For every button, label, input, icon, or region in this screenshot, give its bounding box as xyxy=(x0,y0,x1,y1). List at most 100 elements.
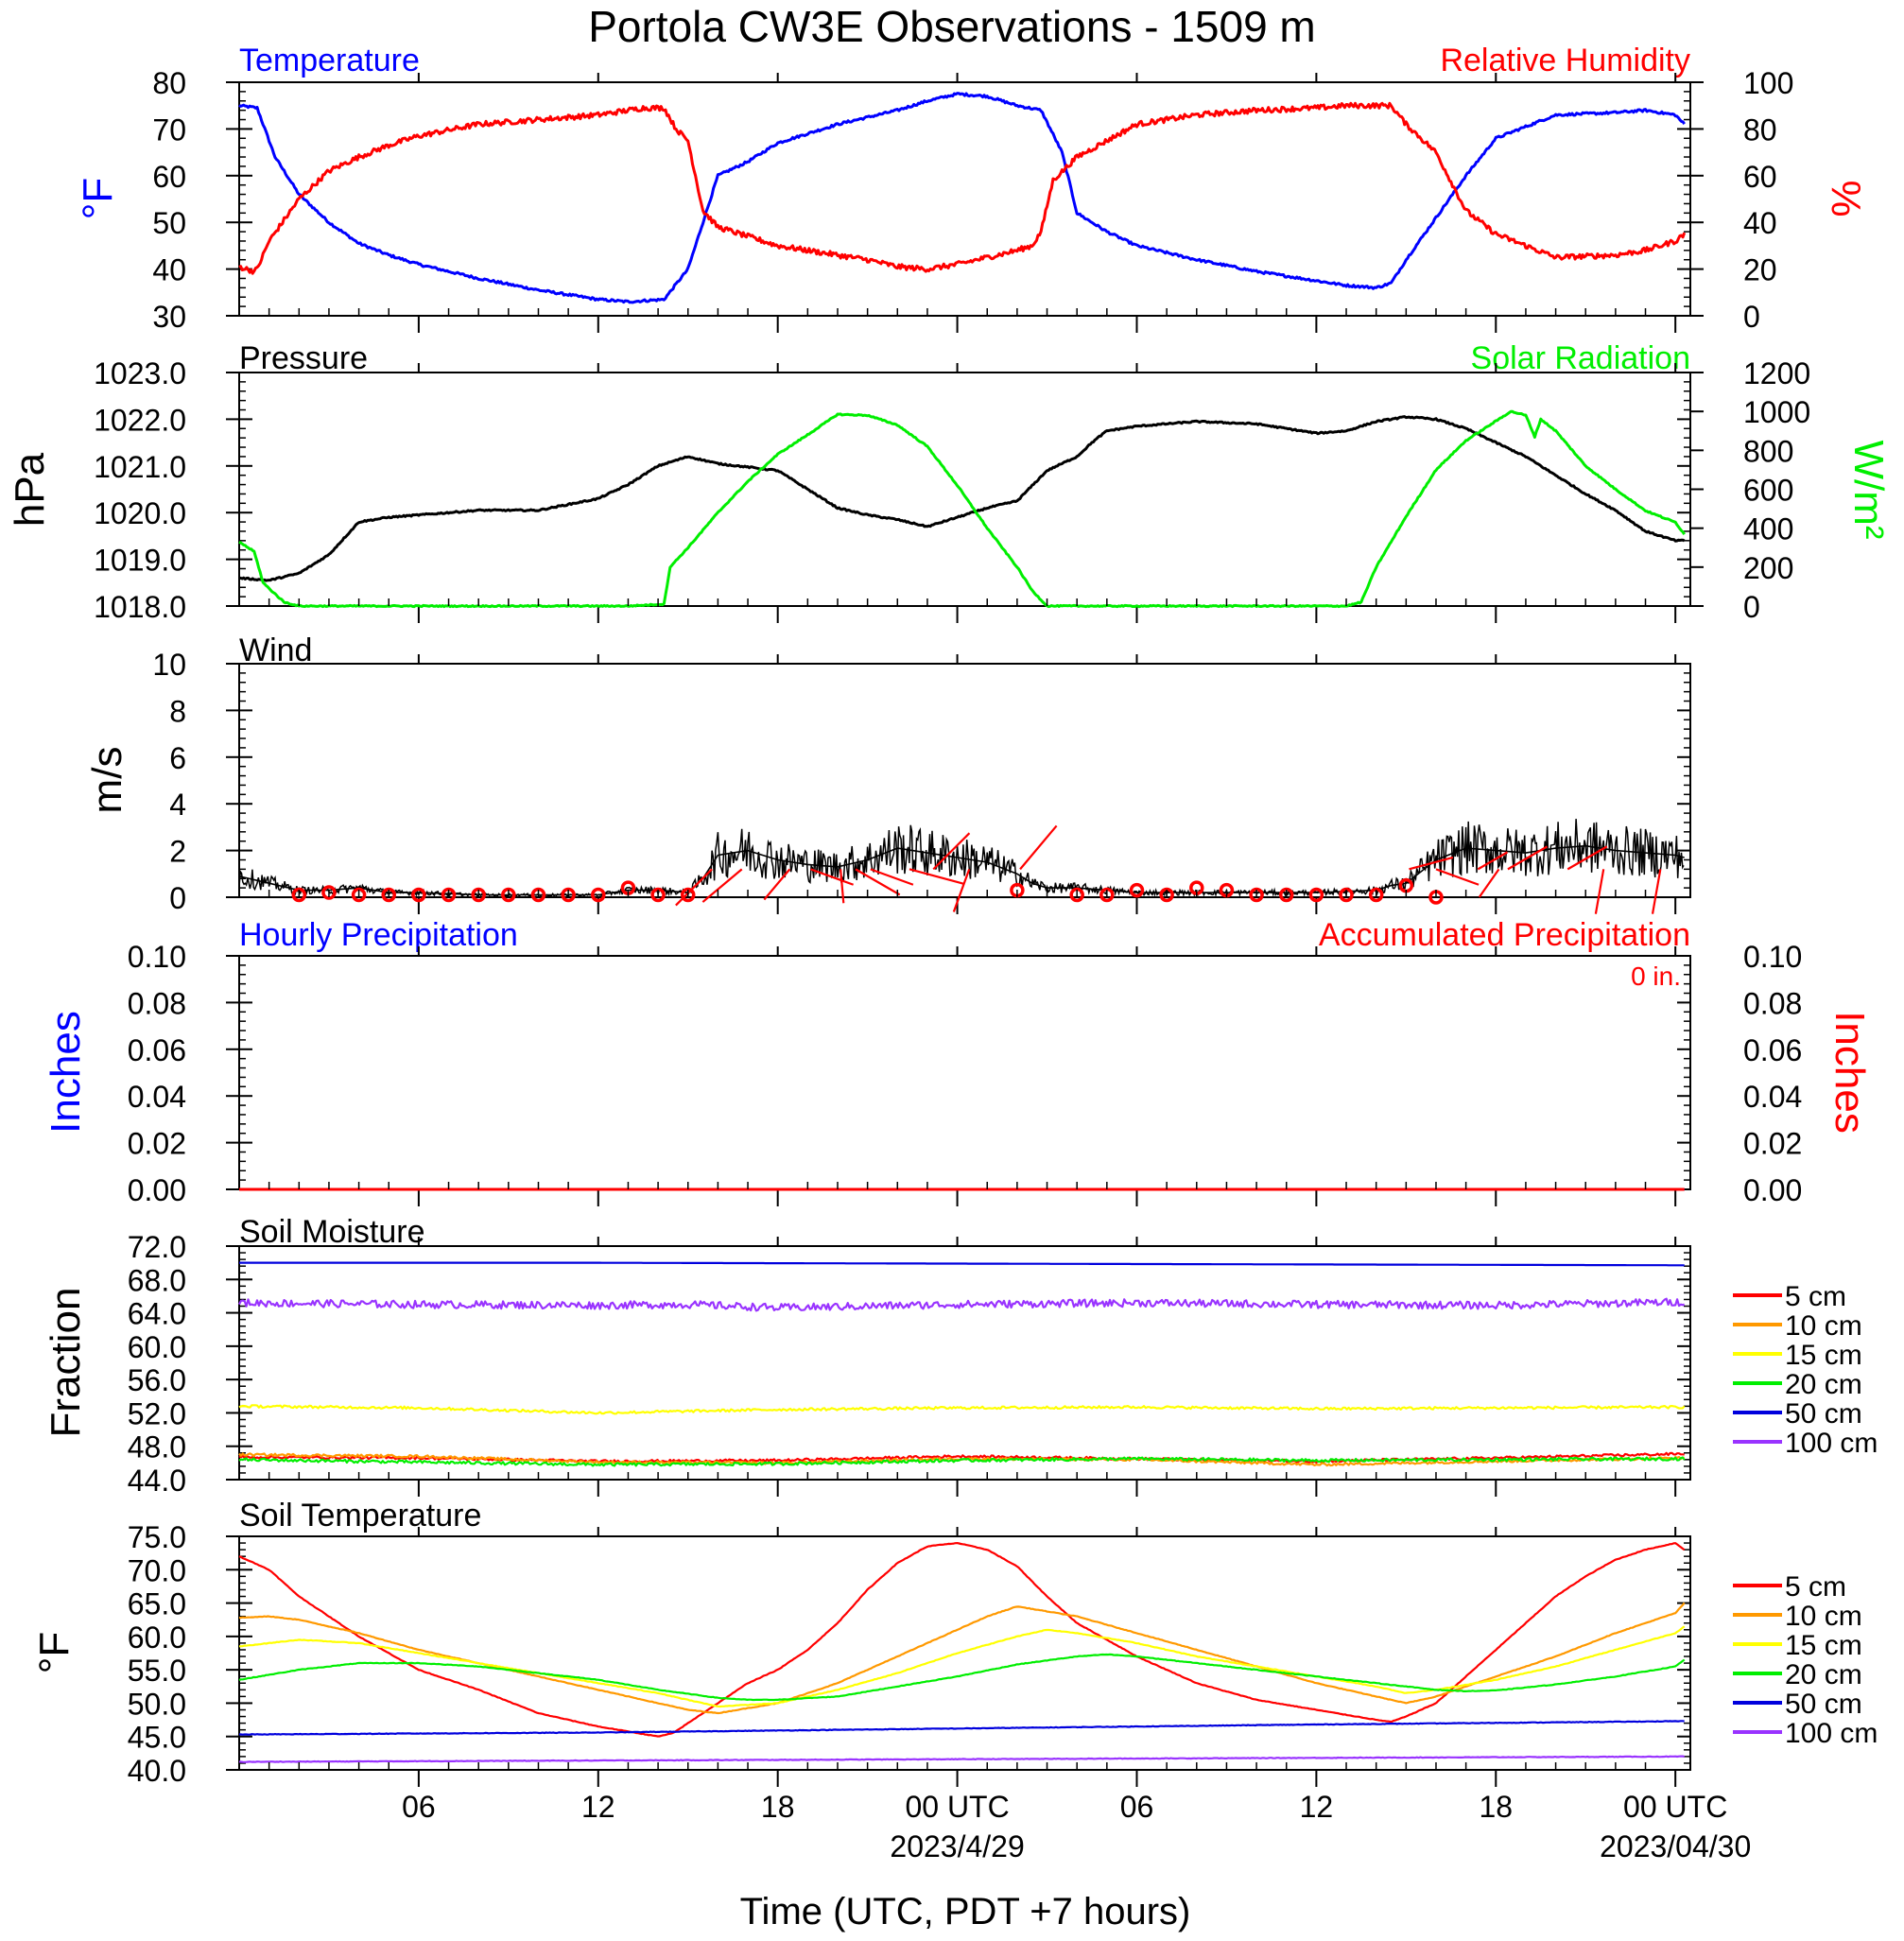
x-tick-label: 12 xyxy=(581,1790,615,1824)
depth-line-15cm xyxy=(238,1404,1686,1415)
wind-barb xyxy=(1594,869,1605,914)
y-tick-label: 40 xyxy=(152,253,186,287)
hourly-precip-title: Hourly Precipitation xyxy=(239,917,518,953)
y2-tick-label: 0.10 xyxy=(1743,940,1802,974)
x-tick-label: 06 xyxy=(402,1790,436,1824)
y-tick-label: 48.0 xyxy=(128,1430,186,1464)
legend-label: 5 cm xyxy=(1785,1281,1846,1312)
y-tick-label: 55.0 xyxy=(128,1654,186,1688)
soil-temp-ticks: 40.045.050.055.060.065.070.075.0 xyxy=(128,1520,1690,1788)
wind-barb xyxy=(1651,869,1662,914)
y-tick-label: 70.0 xyxy=(128,1553,186,1587)
x-date-label: 2023/04/30 xyxy=(1600,1829,1751,1863)
soil-temp-panel: Soil Temperature °F 40.045.050.055.060.0… xyxy=(31,1498,1878,1788)
y2-tick-label: 800 xyxy=(1743,434,1793,468)
y-tick-label: 0.00 xyxy=(128,1173,186,1207)
x-tick-label: 06 xyxy=(1120,1790,1154,1824)
solar-right-title: Solar Radiation xyxy=(1471,340,1690,376)
legend-label: 100 cm xyxy=(1785,1718,1878,1749)
temp-rh-frame xyxy=(238,81,1691,317)
y-tick-label: 1021.0 xyxy=(94,450,186,484)
calm-marker xyxy=(1339,887,1354,903)
y-tick-label: 1020.0 xyxy=(94,496,186,530)
pressure-solar-ticks: 1018.0 1019.0 1020.0 1021.0 1022.0 1023.0 0 200… xyxy=(94,356,1810,624)
wind-panel: Wind m/s 0 2 4 6 8 10 xyxy=(84,633,1691,915)
y-tick-label: 40.0 xyxy=(128,1754,186,1788)
depth-line-20cm xyxy=(238,1456,1686,1467)
y-tick-label: 50 xyxy=(152,206,186,240)
pressure-axis-label: hPa xyxy=(7,452,53,527)
solar-radiation-line xyxy=(238,409,1686,609)
depth-line-100cm xyxy=(238,1755,1685,1763)
soil-moisture-series xyxy=(238,1261,1686,1467)
x-tick-label: 12 xyxy=(1300,1790,1334,1824)
y-tick-label: 10 xyxy=(152,648,186,682)
calm-marker xyxy=(1308,887,1324,903)
wind-barb xyxy=(909,868,965,885)
legend-label: 50 cm xyxy=(1785,1689,1862,1720)
wind-barbs xyxy=(675,824,1662,914)
y-tick-label: 6 xyxy=(169,741,186,775)
y2-tick-label: 0 xyxy=(1743,300,1760,334)
y-tick-label: 60.0 xyxy=(128,1620,186,1655)
temp-rh-ticks: 30 40 50 60 70 80 0 20 40 60 80 100 xyxy=(152,66,1793,334)
calm-marker xyxy=(321,885,337,900)
precip-right-axis-label: Inches xyxy=(1826,1011,1873,1134)
y-tick-label: 75.0 xyxy=(128,1520,186,1554)
calm-marker xyxy=(471,887,486,903)
calm-marker xyxy=(381,887,396,903)
y2-tick-label: 0.04 xyxy=(1743,1080,1802,1114)
y-tick-label: 0 xyxy=(169,881,186,915)
wind-speed-detail xyxy=(238,819,1685,898)
y-tick-label: 1019.0 xyxy=(94,544,186,578)
y-tick-label: 1018.0 xyxy=(94,590,186,624)
x-tick-label: 00 UTC xyxy=(1623,1790,1727,1824)
y-tick-label: 1023.0 xyxy=(94,356,186,390)
y-tick-label: 4 xyxy=(169,788,186,822)
calm-marker xyxy=(351,887,367,903)
calm-marker xyxy=(441,887,457,903)
pressure-solar-panel: Pressure Solar Radiation hPa W/m² 1018.0… xyxy=(7,340,1892,624)
y2-tick-label: 20 xyxy=(1743,253,1777,287)
legend-label: 10 cm xyxy=(1785,1310,1862,1342)
y2-tick-label: 1000 xyxy=(1743,395,1810,429)
calm-marker xyxy=(650,887,666,903)
time-axis: 06 12 18 00 UTC 06 12 18 00 UTC 2023/4/29 2023/04… xyxy=(268,308,1751,1863)
temp-axis-label: °F xyxy=(75,178,121,219)
wind-barb xyxy=(870,868,914,886)
wind-barb xyxy=(932,832,971,871)
depth-line-20cm xyxy=(238,1653,1686,1702)
wind-barb xyxy=(1435,868,1480,886)
depth-line-5cm xyxy=(238,1542,1686,1738)
wind-gust-noise xyxy=(238,819,1685,898)
calm-marker xyxy=(1249,887,1264,903)
x-axis-label: Time (UTC, PDT +7 hours) xyxy=(740,1891,1191,1932)
y-tick-label: 2 xyxy=(169,835,186,869)
accum-precip-title: Accumulated Precipitation xyxy=(1319,917,1690,953)
y2-tick-label: 100 xyxy=(1743,66,1793,100)
wind-barb xyxy=(839,869,845,904)
calm-marker xyxy=(1099,887,1115,903)
y-tick-label: 0.04 xyxy=(128,1080,186,1114)
y-tick-label: 45.0 xyxy=(128,1721,186,1755)
soil-temp-axis-label: °F xyxy=(31,1632,78,1673)
depth-line-50cm xyxy=(238,1720,1685,1736)
y-tick-label: 60 xyxy=(152,160,186,194)
pressure-line xyxy=(238,415,1686,582)
y-tick-label: 1022.0 xyxy=(94,403,186,437)
wind-barb xyxy=(763,868,791,901)
solar-axis-label: W/m² xyxy=(1845,440,1892,539)
wind-barb xyxy=(1507,845,1549,871)
wind-barb xyxy=(675,868,713,907)
wind-barb xyxy=(701,868,743,903)
legend-label: 20 cm xyxy=(1785,1369,1862,1400)
wind-left-title: Wind xyxy=(239,633,312,668)
calm-marker xyxy=(291,887,307,903)
soil-moisture-frame xyxy=(238,1245,1691,1481)
temp-rh-series xyxy=(238,92,1687,304)
depth-line-100cm xyxy=(238,1297,1686,1312)
pressure-solar-series xyxy=(238,409,1686,609)
y2-tick-label: 0.08 xyxy=(1743,986,1802,1020)
